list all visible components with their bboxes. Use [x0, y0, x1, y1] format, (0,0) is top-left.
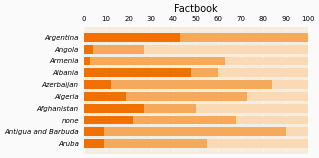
Bar: [84, 57, 225, 65]
Bar: [84, 139, 104, 148]
Bar: [84, 33, 308, 42]
Bar: [84, 92, 126, 101]
Bar: [84, 80, 308, 89]
Bar: [84, 45, 308, 54]
Bar: [84, 139, 308, 148]
Bar: [84, 33, 180, 42]
Bar: [84, 104, 144, 113]
Bar: [84, 116, 133, 125]
Bar: [84, 127, 286, 136]
Bar: [84, 68, 191, 77]
Title: Factbook: Factbook: [174, 4, 218, 14]
Bar: [84, 57, 90, 65]
Bar: [84, 33, 308, 42]
Bar: [84, 127, 104, 136]
Bar: [84, 104, 308, 113]
Bar: [84, 127, 308, 136]
Bar: [84, 116, 308, 125]
Bar: [84, 104, 196, 113]
Bar: [84, 139, 207, 148]
Bar: [84, 45, 93, 54]
Bar: [84, 116, 236, 125]
Bar: [84, 80, 272, 89]
Bar: [84, 68, 218, 77]
Bar: [84, 92, 308, 101]
Bar: [84, 92, 248, 101]
Bar: [84, 68, 308, 77]
Bar: [84, 45, 144, 54]
Bar: [84, 80, 111, 89]
Bar: [84, 57, 308, 65]
